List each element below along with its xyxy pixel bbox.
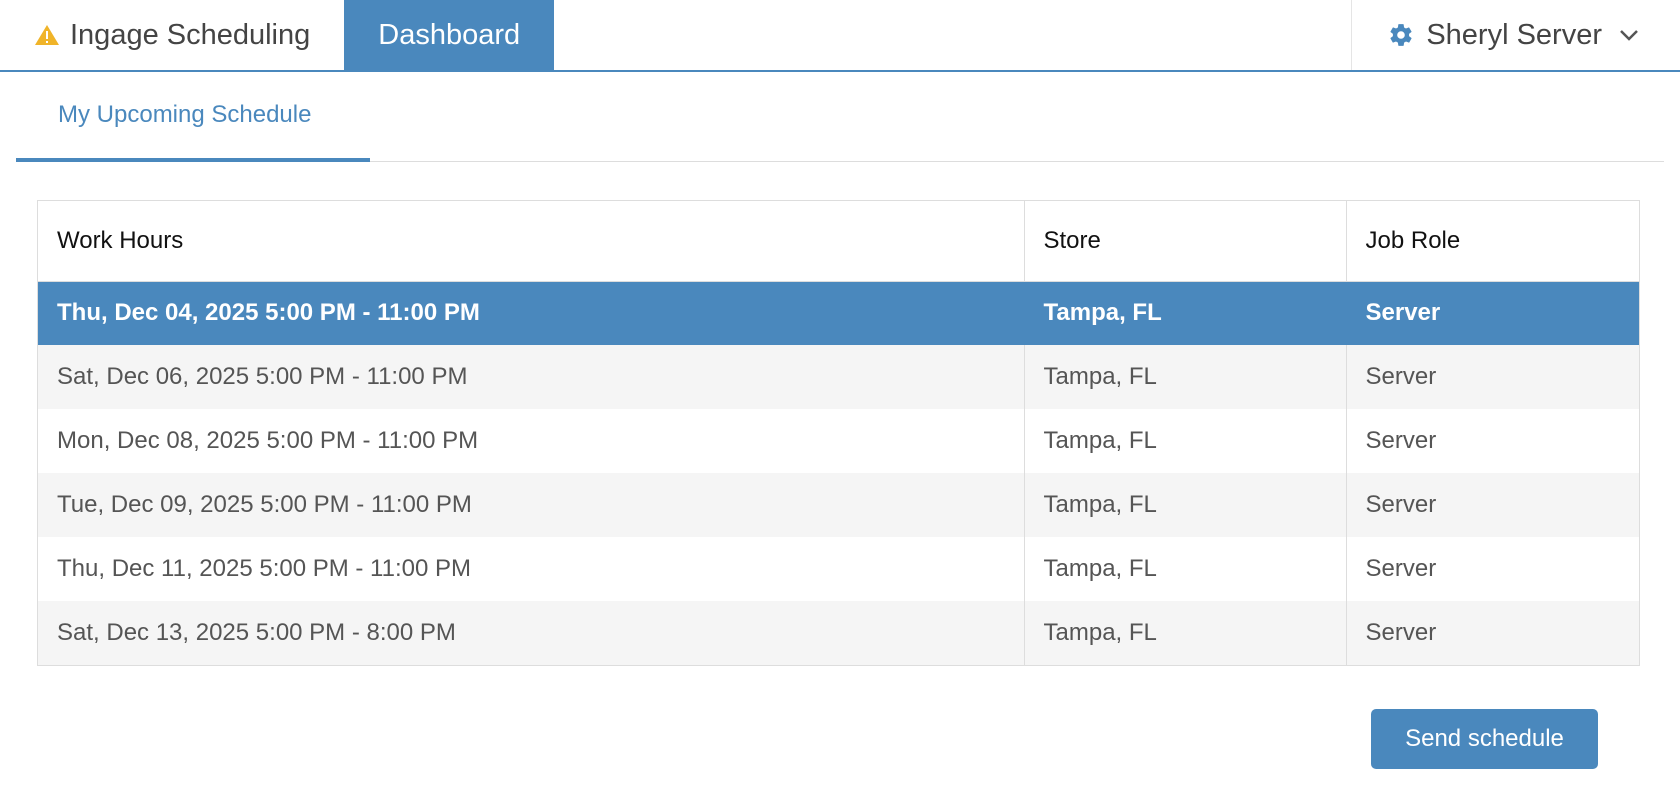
user-menu-dropdown[interactable]: Sheryl Server (1351, 0, 1680, 70)
cell-store: Tampa, FL (1024, 537, 1347, 601)
tab-my-upcoming-schedule-label: My Upcoming Schedule (58, 101, 312, 128)
cell-store: Tampa, FL (1024, 601, 1347, 665)
cell-store: Tampa, FL (1024, 345, 1347, 409)
cell-job-role: Server (1346, 281, 1639, 345)
cell-job-role: Server (1346, 345, 1639, 409)
table-row[interactable]: Thu, Dec 04, 2025 5:00 PM - 11:00 PM Tam… (38, 281, 1639, 345)
tab-dashboard-label: Dashboard (378, 18, 521, 51)
cell-store: Tampa, FL (1024, 409, 1347, 473)
header-work-hours: Work Hours (38, 201, 1025, 282)
navbar-spacer (554, 0, 1351, 70)
table-header-row: Work Hours Store Job Role (38, 201, 1639, 282)
table-row[interactable]: Thu, Dec 11, 2025 5:00 PM - 11:00 PM Tam… (38, 537, 1639, 601)
warning-triangle-icon (35, 25, 59, 45)
cell-work-hours: Thu, Dec 11, 2025 5:00 PM - 11:00 PM (38, 537, 1025, 601)
cell-job-role: Server (1346, 537, 1639, 601)
header-store: Store (1024, 201, 1347, 282)
cell-work-hours: Sat, Dec 13, 2025 5:00 PM - 8:00 PM (38, 601, 1025, 665)
brand-link[interactable]: Ingage Scheduling (0, 0, 344, 70)
table-row[interactable]: Sat, Dec 06, 2025 5:00 PM - 11:00 PM Tam… (38, 345, 1639, 409)
table-row[interactable]: Tue, Dec 09, 2025 5:00 PM - 11:00 PM Tam… (38, 473, 1639, 537)
table-row[interactable]: Sat, Dec 13, 2025 5:00 PM - 8:00 PM Tamp… (38, 601, 1639, 665)
top-navbar: Ingage Scheduling Dashboard Sheryl Serve… (0, 0, 1680, 72)
cell-store: Tampa, FL (1024, 281, 1347, 345)
tab-my-upcoming-schedule[interactable]: My Upcoming Schedule (16, 72, 370, 162)
subtab-bar: My Upcoming Schedule (16, 72, 1664, 162)
tab-dashboard[interactable]: Dashboard (344, 0, 555, 70)
header-job-role: Job Role (1346, 201, 1639, 282)
cell-work-hours: Tue, Dec 09, 2025 5:00 PM - 11:00 PM (38, 473, 1025, 537)
schedule-table: Work Hours Store Job Role Thu, Dec 04, 2… (37, 200, 1640, 666)
user-name: Sheryl Server (1426, 18, 1602, 51)
cell-job-role: Server (1346, 409, 1639, 473)
cell-job-role: Server (1346, 473, 1639, 537)
gear-icon (1390, 24, 1412, 46)
cell-store: Tampa, FL (1024, 473, 1347, 537)
chevron-down-icon (1620, 30, 1638, 41)
brand-label: Ingage Scheduling (70, 18, 311, 51)
cell-work-hours: Mon, Dec 08, 2025 5:00 PM - 11:00 PM (38, 409, 1025, 473)
cell-job-role: Server (1346, 601, 1639, 665)
send-schedule-button[interactable]: Send schedule (1371, 709, 1598, 769)
cell-work-hours: Thu, Dec 04, 2025 5:00 PM - 11:00 PM (38, 281, 1025, 345)
cell-work-hours: Sat, Dec 06, 2025 5:00 PM - 11:00 PM (38, 345, 1025, 409)
table-row[interactable]: Mon, Dec 08, 2025 5:00 PM - 11:00 PM Tam… (38, 409, 1639, 473)
